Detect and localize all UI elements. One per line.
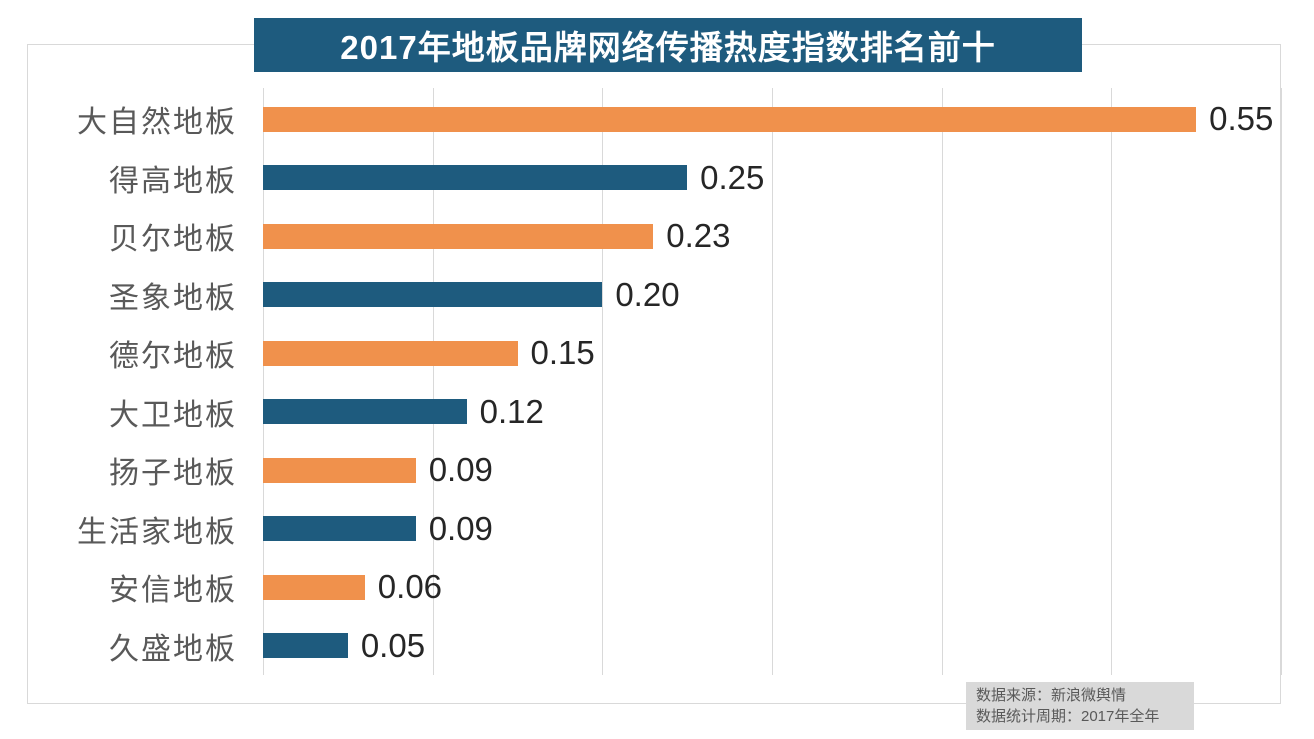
bar-track: 0.23 [263,217,1281,255]
value-label: 0.09 [428,509,493,547]
value-label: 0.06 [377,568,443,606]
gridline [1111,88,1113,675]
bar-track: 0.55 [263,100,1281,138]
bar [263,574,365,600]
category-label: 得高地板 [109,164,237,198]
value-label: 0.55 [1209,100,1274,138]
bar [263,165,688,191]
bar-track: 0.15 [263,334,1281,372]
bar-track: 0.12 [263,393,1281,431]
category-label: 安信地板 [109,574,237,608]
bar-rows: 大自然地板 0.55 得高地板 0.25 贝尔地板 0.23 圣象地板 0.20 德尔地板 0.1… [27,90,1281,675]
bar-track: 0.09 [263,510,1281,548]
bar [263,516,416,542]
bar [263,633,348,659]
category-label: 大卫地板 [109,398,237,432]
bar [263,457,416,483]
source-line: 数据来源：新浪微舆情 [976,687,1127,704]
bar [263,340,518,366]
value-label: 0.05 [360,626,426,664]
bar-row: 圣象地板 0.20 [27,266,1281,325]
gridline [602,88,604,675]
bar [263,223,654,249]
bar [263,399,467,425]
gridline [772,88,773,675]
category-label: 大自然地板 [77,106,237,140]
value-label: 0.25 [700,158,765,196]
category-label: 久盛地板 [109,632,237,666]
bar [263,106,1197,132]
bar-row: 大卫地板 0.12 [27,383,1281,442]
chart-frame [27,44,1281,704]
bar-row: 德尔地板 0.15 [27,324,1281,383]
chart-title: 2017年地板品牌网络传播热度指数排名前十 [254,18,1082,72]
bar-row: 得高地板 0.25 [27,149,1281,208]
gridline [1281,88,1282,675]
source-note: 数据来源：新浪微舆情 数据统计周期：2017年全年 [966,682,1194,730]
gridline [941,88,943,675]
gridline [263,88,264,675]
bar-track: 0.05 [263,627,1281,665]
category-label: 德尔地板 [109,340,237,374]
bar-row: 扬子地板 0.09 [27,441,1281,500]
value-label: 0.15 [530,334,595,372]
gridline [432,88,434,675]
category-label: 圣象地板 [109,281,237,315]
bar-row: 久盛地板 0.05 [27,617,1281,676]
bar-track: 0.06 [263,568,1281,606]
period-line: 数据统计周期：2017年全年 [976,708,1160,725]
category-label: 生活家地板 [77,515,237,549]
value-label: 0.20 [615,275,680,313]
bar-row: 安信地板 0.06 [27,558,1281,617]
category-label: 扬子地板 [109,457,237,491]
bar-track: 0.09 [263,451,1281,489]
bar-row: 生活家地板 0.09 [27,500,1281,559]
category-label: 贝尔地板 [109,223,237,257]
value-label: 0.09 [428,451,493,489]
bar [263,282,603,308]
grid [263,88,1282,675]
value-label: 0.23 [666,217,731,255]
value-label: 0.12 [479,392,544,430]
bar-track: 0.20 [263,276,1281,314]
bar-track: 0.25 [263,159,1281,197]
bar-row: 大自然地板 0.55 [27,90,1281,149]
bar-row: 贝尔地板 0.23 [27,207,1281,266]
